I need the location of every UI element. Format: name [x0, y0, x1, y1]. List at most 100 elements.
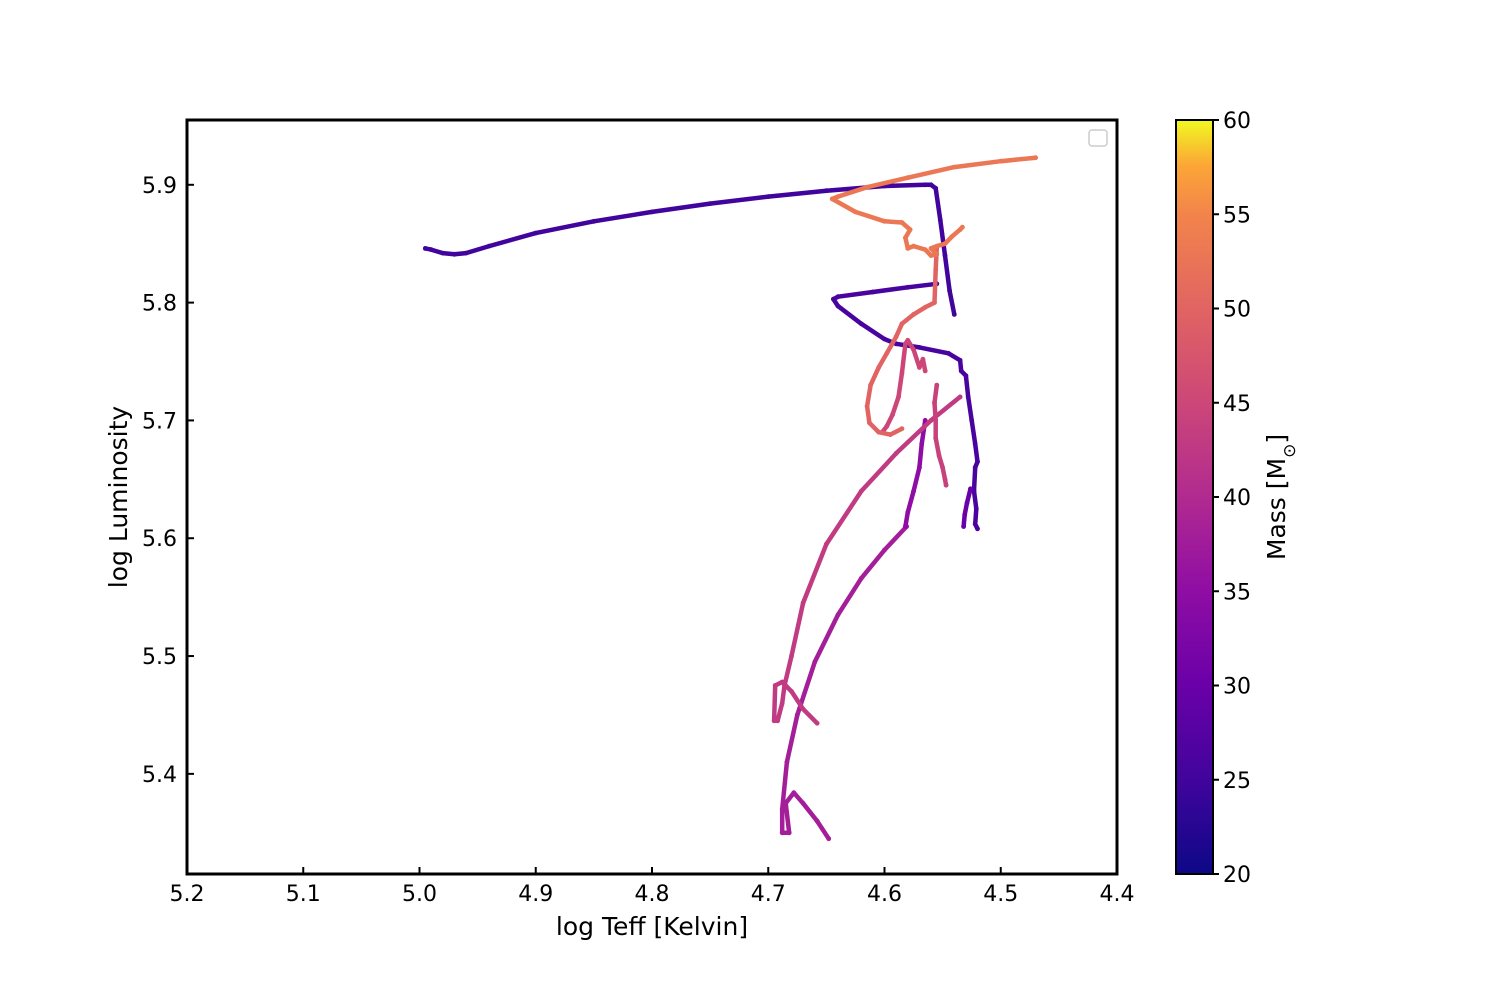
track-series-7 — [932, 382, 949, 488]
data-point-1-22 — [975, 526, 980, 532]
data-point-5-11 — [772, 683, 778, 688]
data-point-7-1 — [932, 400, 937, 406]
data-point-6-5 — [903, 341, 908, 347]
data-point-9-12 — [905, 246, 911, 251]
data-point-3-14 — [826, 836, 832, 842]
x-tick-label: 5.2 — [170, 882, 205, 907]
data-point-5-4 — [824, 541, 829, 547]
y-tick-label: 5.6 — [142, 527, 177, 552]
data-point-0-2 — [440, 250, 446, 256]
data-point-9-19 — [942, 241, 948, 247]
data-point-9-15 — [928, 253, 934, 258]
data-point-1-15 — [969, 418, 975, 423]
data-point-5-0 — [957, 394, 963, 400]
data-point-5-3 — [858, 488, 864, 494]
track-series-2 — [961, 486, 973, 529]
data-point-6-6 — [899, 370, 905, 376]
data-point-8-2 — [932, 300, 937, 305]
track-series-4 — [903, 418, 928, 529]
data-point-2-3 — [961, 524, 966, 529]
data-point-3-3 — [835, 612, 841, 618]
data-point-8-14 — [899, 426, 905, 432]
data-point-3-13 — [814, 818, 820, 824]
data-point-1-6 — [858, 321, 864, 327]
data-point-9-7 — [853, 209, 858, 215]
colorbar-title: Mass [M⊙] — [1262, 434, 1300, 560]
data-point-6-9 — [884, 423, 890, 429]
data-point-1-21 — [972, 521, 978, 527]
colorbar-tick-label: 25 — [1223, 769, 1251, 794]
data-point-3-9 — [786, 830, 792, 836]
data-point-0-13 — [922, 182, 928, 188]
data-layer — [422, 155, 1038, 842]
data-point-0-6 — [533, 230, 539, 236]
data-point-9-14 — [922, 247, 928, 253]
data-point-0-16 — [937, 217, 943, 223]
colorbar-title-text: Mass [M — [1262, 458, 1291, 560]
data-point-4-1 — [919, 441, 925, 447]
data-point-2-2 — [962, 512, 968, 518]
x-tick-label: 5.0 — [402, 882, 437, 907]
data-point-8-4 — [911, 312, 916, 317]
x-axis-ticks: 5.2 5.1 5.0 4.9 4.8 4.7 4.6 4.5 4.4 — [170, 867, 1135, 907]
data-point-8-10 — [864, 403, 870, 409]
data-point-0-0 — [422, 246, 428, 251]
data-point-8-8 — [876, 365, 882, 370]
data-point-6-7 — [896, 394, 901, 400]
data-point-5-10 — [771, 718, 777, 724]
y-tick-label: 5.8 — [142, 292, 177, 317]
data-point-9-18 — [934, 243, 940, 249]
data-point-8-6 — [893, 334, 899, 340]
data-point-9-10 — [907, 227, 913, 233]
data-point-7-5 — [940, 465, 945, 470]
data-point-0-18 — [947, 288, 952, 294]
data-point-5-12 — [779, 679, 785, 685]
data-point-1-9 — [917, 345, 922, 350]
colorbar-tick-label: 45 — [1223, 392, 1251, 417]
data-point-3-12 — [800, 800, 806, 806]
data-point-1-2 — [870, 289, 876, 295]
data-point-3-4 — [812, 659, 818, 665]
data-point-1-13 — [963, 373, 969, 379]
data-point-9-4 — [864, 184, 870, 190]
colorbar-tick-label: 30 — [1223, 675, 1251, 700]
data-point-4-0 — [922, 418, 928, 423]
colorbar-ticks: 20 25 30 35 40 45 50 55 60 — [1213, 109, 1251, 888]
data-point-8-13 — [887, 432, 893, 437]
y-tick-label: 5.4 — [142, 763, 177, 788]
data-point-0-19 — [951, 312, 957, 317]
data-point-4-2 — [917, 465, 922, 470]
data-point-0-10 — [765, 194, 771, 200]
x-tick-label: 4.7 — [751, 882, 786, 907]
data-point-8-3 — [922, 304, 928, 310]
y-axis-title: log Luminosity — [104, 406, 133, 589]
track-series-5 — [771, 394, 963, 726]
track-series-9 — [829, 155, 1038, 258]
data-point-3-1 — [882, 547, 887, 553]
colorbar-tick-label: 50 — [1223, 298, 1251, 323]
data-point-0-7 — [591, 218, 597, 224]
data-point-3-11 — [791, 790, 797, 796]
data-point-8-5 — [899, 321, 905, 327]
data-point-1-14 — [965, 394, 971, 400]
data-point-9-1 — [998, 158, 1004, 164]
x-axis-title: log Teff [Kelvin] — [556, 912, 748, 941]
data-point-9-5 — [835, 194, 841, 200]
data-point-4-3 — [911, 488, 916, 494]
data-point-5-7 — [782, 683, 787, 688]
data-point-9-3 — [905, 175, 911, 181]
track-series-0 — [423, 182, 957, 317]
data-point-9-8 — [882, 218, 887, 224]
data-point-5-14 — [800, 706, 806, 712]
data-point-8-9 — [868, 382, 873, 388]
y-tick-label: 5.5 — [142, 645, 177, 670]
colorbar-tick-label: 35 — [1223, 580, 1251, 605]
data-point-9-13 — [911, 243, 916, 249]
data-point-5-8 — [779, 700, 785, 706]
data-point-5-2 — [893, 451, 899, 456]
data-point-5-1 — [928, 418, 934, 423]
data-point-1-4 — [831, 296, 836, 302]
data-point-7-7 — [943, 482, 949, 488]
x-tick-label: 5.1 — [286, 882, 321, 907]
